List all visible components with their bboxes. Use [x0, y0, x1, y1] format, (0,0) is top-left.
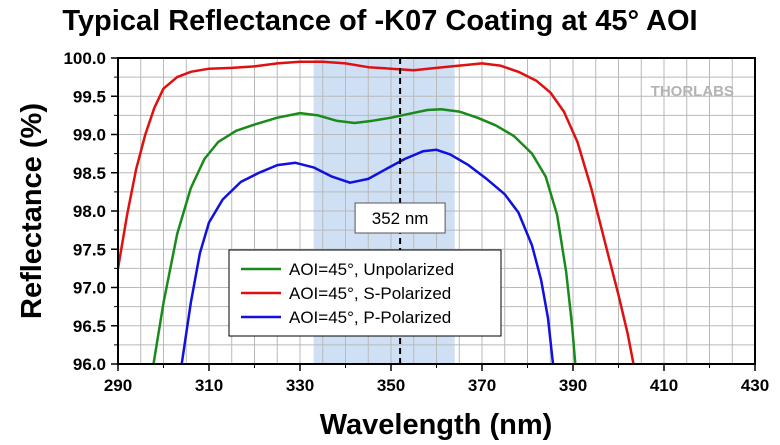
- annotation-label: 352 nm: [372, 209, 429, 228]
- y-tick-label: 96.5: [73, 317, 106, 336]
- x-tick-label: 330: [286, 376, 314, 395]
- series-line-2: [116, 60, 635, 365]
- x-tick-label: 390: [559, 376, 587, 395]
- series-line-3: [180, 148, 555, 365]
- series-line-1: [152, 108, 577, 365]
- x-tick-label: 430: [741, 376, 769, 395]
- x-tick-label: 290: [104, 376, 132, 395]
- legend-label-3: AOI=45°, P-Polarized: [289, 308, 451, 327]
- x-tick-label: 310: [195, 376, 223, 395]
- y-tick-label: 98.0: [73, 202, 106, 221]
- annotation-box: [354, 202, 446, 234]
- y-tick-label: 98.5: [73, 164, 106, 183]
- y-tick-label: 97.5: [73, 240, 106, 259]
- y-tick-label: 100.0: [63, 49, 106, 68]
- legend-label-1: AOI=45°, Unpolarized: [289, 260, 454, 279]
- legend-label-2: AOI=45°, S-Polarized: [289, 284, 451, 303]
- x-tick-label: 410: [650, 376, 678, 395]
- y-tick-label: 99.0: [73, 126, 106, 145]
- x-axis-title: Wavelength (nm): [320, 409, 553, 441]
- x-tick-label: 370: [468, 376, 496, 395]
- chart-title: Typical Reflectance of -K07 Coating at 4…: [62, 5, 697, 37]
- y-axis-title: Reflectance (%): [16, 103, 48, 319]
- y-tick-label: 97.0: [73, 279, 106, 298]
- y-tick-label: 96.0: [73, 355, 106, 374]
- y-tick-label: 99.5: [73, 87, 106, 106]
- thorlabs-logo: THORLABS: [651, 83, 734, 100]
- x-tick-label: 350: [377, 376, 405, 395]
